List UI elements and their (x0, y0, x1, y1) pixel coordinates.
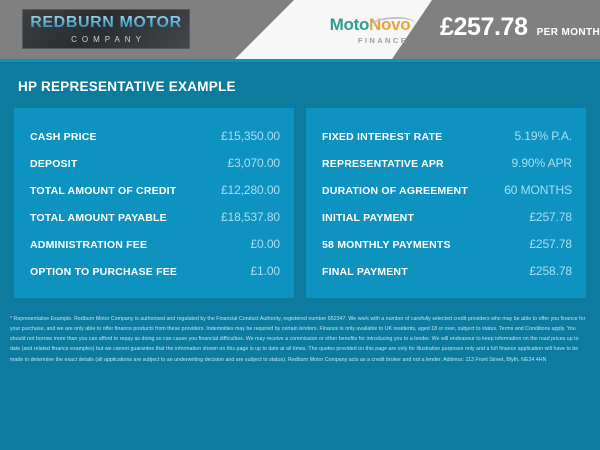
table-row: OPTION TO PURCHASE FEE £1.00 (30, 257, 280, 284)
table-row: FIXED INTEREST RATE 5.19% P.A. (322, 122, 572, 149)
table-row: FINAL PAYMENT £258.78 (322, 257, 572, 284)
row-value: £258.78 (529, 263, 572, 278)
row-label: ADMINISTRATION FEE (30, 238, 148, 251)
row-label: OPTION TO PURCHASE FEE (30, 265, 178, 278)
motonovo-wordmark-novo: Novo (369, 15, 411, 34)
row-label: FIXED INTEREST RATE (322, 130, 443, 143)
banner-header: REDBURN MOTOR COMPANY MotoNovo FINANCE £… (0, 0, 600, 62)
row-label: REPRESENTATIVE APR (322, 157, 444, 170)
table-row: REPRESENTATIVE APR 9.90% APR (322, 149, 572, 176)
motonovo-subtitle: FINANCE (357, 36, 409, 45)
row-label: DEPOSIT (30, 157, 78, 170)
row-value: £18,537.80 (220, 209, 280, 224)
dealer-logo-subtitle: COMPANY (71, 34, 146, 44)
finance-details-panels: CASH PRICE £15,350.00 DEPOSIT £3,070.00 … (0, 94, 600, 298)
table-row: DURATION OF AGREEMENT 60 MONTHS (322, 176, 572, 203)
row-value: £0.00 (250, 236, 280, 251)
table-row: TOTAL AMOUNT PAYABLE £18,537.80 (30, 203, 280, 230)
left-details-panel: CASH PRICE £15,350.00 DEPOSIT £3,070.00 … (14, 108, 294, 298)
dealer-logo-name: REDBURN MOTOR (30, 13, 182, 31)
row-label: FINAL PAYMENT (322, 265, 408, 278)
row-value: £12,280.00 (220, 182, 280, 197)
monthly-price-suffix: PER MONTH* (536, 27, 600, 38)
dealer-logo: REDBURN MOTOR COMPANY (22, 9, 190, 49)
row-value: £3,070.00 (227, 155, 281, 170)
page-title: HP REPRESENTATIVE EXAMPLE (18, 79, 236, 94)
row-label: INITIAL PAYMENT (322, 211, 415, 224)
row-label: 58 MONTHLY PAYMENTS (322, 238, 451, 251)
table-row: INITIAL PAYMENT £257.78 (322, 203, 572, 230)
row-label: DURATION OF AGREEMENT (322, 184, 468, 197)
row-value: £257.78 (529, 236, 572, 251)
table-row: TOTAL AMOUNT OF CREDIT £12,280.00 (30, 176, 280, 203)
legal-disclaimer: * Representative Example. Redburn Motor … (10, 316, 586, 363)
row-label: TOTAL AMOUNT PAYABLE (30, 211, 167, 224)
motonovo-wordmark-moto: Moto (329, 15, 370, 34)
motonovo-finance-logo: MotoNovo FINANCE (312, 15, 428, 45)
header-divider (0, 59, 600, 62)
table-row: DEPOSIT £3,070.00 (30, 149, 280, 176)
row-value: £257.78 (529, 209, 572, 224)
table-row: 58 MONTHLY PAYMENTS £257.78 (322, 230, 572, 257)
row-value: £1.00 (250, 263, 280, 278)
table-row: ADMINISTRATION FEE £0.00 (30, 230, 280, 257)
table-row: CASH PRICE £15,350.00 (30, 122, 280, 149)
motonovo-wordmark: MotoNovo (312, 16, 428, 33)
row-label: CASH PRICE (30, 130, 97, 143)
row-value: £15,350.00 (220, 128, 280, 143)
monthly-price: £257.78 PER MONTH* (440, 15, 600, 40)
row-label: TOTAL AMOUNT OF CREDIT (30, 184, 177, 197)
row-value: 5.19% P.A. (514, 128, 573, 143)
right-details-panel: FIXED INTEREST RATE 5.19% P.A. REPRESENT… (306, 108, 586, 298)
monthly-price-amount: £257.78 (440, 13, 528, 41)
row-value: 9.90% APR (511, 155, 573, 170)
row-value: 60 MONTHS (504, 182, 572, 197)
